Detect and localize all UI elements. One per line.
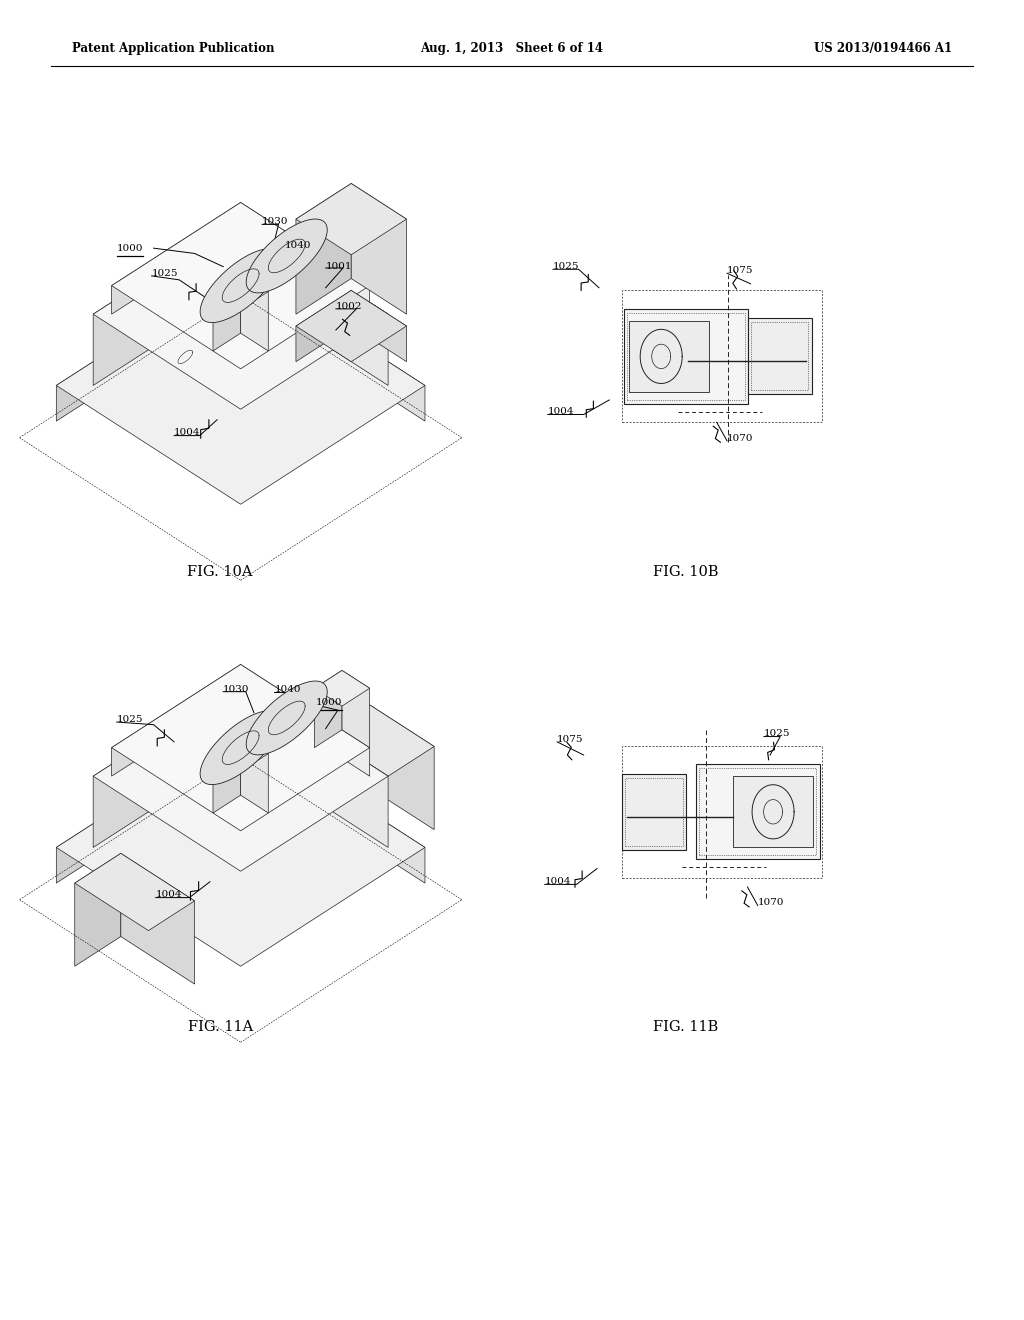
Polygon shape	[213, 735, 268, 771]
Polygon shape	[241, 729, 425, 883]
Polygon shape	[296, 290, 407, 362]
Polygon shape	[296, 183, 351, 314]
Polygon shape	[93, 681, 388, 871]
Polygon shape	[314, 209, 342, 285]
Polygon shape	[241, 219, 388, 385]
Text: Aug. 1, 2013   Sheet 6 of 14: Aug. 1, 2013 Sheet 6 of 14	[421, 42, 603, 54]
Text: 1040: 1040	[274, 685, 301, 693]
Text: 1025: 1025	[764, 730, 791, 738]
Polygon shape	[112, 202, 241, 314]
Polygon shape	[56, 267, 425, 504]
Text: 1025: 1025	[553, 263, 580, 271]
Polygon shape	[342, 671, 370, 747]
Text: 1025: 1025	[152, 269, 178, 277]
Bar	[622, 746, 821, 878]
Polygon shape	[56, 267, 241, 421]
Polygon shape	[112, 664, 241, 776]
Polygon shape	[75, 853, 195, 931]
Text: 1030: 1030	[223, 685, 250, 693]
Bar	[695, 764, 819, 859]
Polygon shape	[241, 681, 388, 847]
Polygon shape	[93, 681, 241, 847]
Polygon shape	[56, 729, 425, 966]
Polygon shape	[360, 700, 434, 830]
Polygon shape	[351, 290, 407, 362]
Text: Patent Application Publication: Patent Application Publication	[72, 42, 274, 54]
Polygon shape	[296, 183, 407, 255]
Polygon shape	[241, 664, 370, 776]
Polygon shape	[241, 273, 268, 351]
Bar	[627, 313, 744, 400]
Polygon shape	[200, 710, 282, 784]
Polygon shape	[121, 853, 195, 985]
Text: 1025: 1025	[117, 715, 143, 723]
Polygon shape	[314, 671, 342, 747]
Polygon shape	[314, 700, 434, 776]
Polygon shape	[213, 273, 268, 309]
Text: 1000: 1000	[315, 698, 342, 706]
Bar	[624, 309, 748, 404]
Polygon shape	[314, 209, 370, 244]
Text: US 2013/0194466 A1: US 2013/0194466 A1	[814, 42, 952, 54]
Text: FIG. 11A: FIG. 11A	[187, 1020, 253, 1034]
Text: 1070: 1070	[758, 899, 784, 907]
Bar	[751, 322, 809, 391]
Polygon shape	[112, 202, 370, 368]
Polygon shape	[93, 219, 241, 385]
Bar	[698, 768, 816, 855]
Polygon shape	[246, 219, 328, 293]
Text: 1000: 1000	[117, 244, 143, 252]
Polygon shape	[93, 219, 388, 409]
Bar	[733, 776, 813, 847]
Polygon shape	[342, 209, 370, 285]
Text: 1002: 1002	[336, 302, 362, 310]
Polygon shape	[246, 681, 328, 755]
Text: 1075: 1075	[727, 267, 754, 275]
Polygon shape	[314, 700, 360, 812]
Polygon shape	[241, 202, 370, 314]
Text: FIG. 10B: FIG. 10B	[653, 565, 719, 578]
Bar	[748, 318, 812, 395]
Polygon shape	[75, 853, 121, 966]
Text: 1004: 1004	[156, 891, 182, 899]
Text: 1004: 1004	[548, 408, 574, 416]
Polygon shape	[241, 735, 268, 813]
Text: 1070: 1070	[727, 434, 754, 442]
Polygon shape	[241, 267, 425, 421]
Bar	[625, 777, 683, 846]
Polygon shape	[314, 671, 370, 706]
Polygon shape	[213, 273, 241, 351]
Polygon shape	[200, 248, 282, 322]
Text: 1004: 1004	[174, 429, 201, 437]
Text: 1075: 1075	[557, 735, 584, 743]
Text: FIG. 10A: FIG. 10A	[187, 565, 253, 578]
Polygon shape	[351, 183, 407, 314]
Text: 1030: 1030	[262, 218, 289, 226]
Text: 1040: 1040	[285, 242, 311, 249]
Polygon shape	[56, 729, 241, 883]
Text: FIG. 11B: FIG. 11B	[653, 1020, 719, 1034]
Polygon shape	[112, 664, 370, 830]
Polygon shape	[213, 735, 241, 813]
Bar	[622, 290, 821, 422]
Polygon shape	[296, 290, 351, 362]
Bar	[629, 321, 710, 392]
Text: 1001: 1001	[326, 263, 352, 271]
Text: 1004: 1004	[545, 878, 571, 886]
Bar	[622, 774, 686, 850]
